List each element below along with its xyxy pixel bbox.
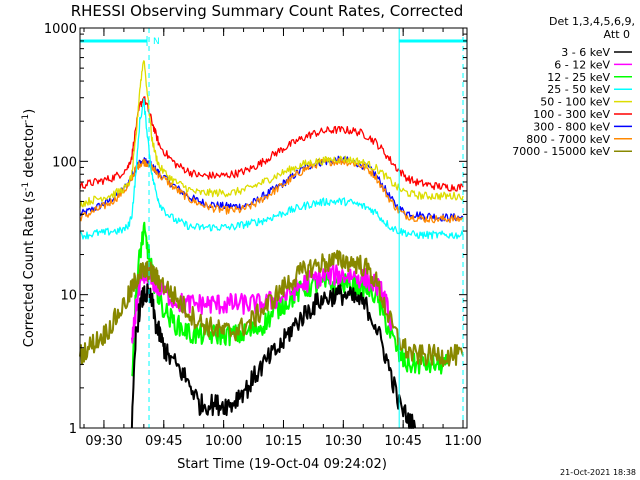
x-tick-label-3: 10:15 (265, 434, 302, 449)
legend-label-0: 3 - 6 keV (561, 46, 610, 59)
legend-label-3: 25 - 50 keV (547, 83, 610, 96)
series-layer (79, 60, 464, 429)
x-tick-label-2: 10:00 (205, 434, 242, 449)
legend-label-5: 100 - 300 keV (533, 108, 610, 121)
y-axis-label-end: ) (22, 109, 37, 114)
overlay-layer: N (79, 28, 467, 428)
plot-frame (79, 27, 468, 429)
legend-label-8: 7000 - 15000 keV (512, 145, 610, 158)
x-tick-label-5: 10:45 (384, 434, 421, 449)
y-axis-label-main: Corrected Count Rate (s (22, 191, 37, 348)
y-tick-label-0: 1 (69, 422, 77, 437)
legend-header-1: Det 1,3,4,5,6,9, (549, 15, 635, 28)
y-tick-label-3: 1000 (44, 22, 77, 37)
legend-label-4: 50 - 100 keV (540, 96, 610, 109)
y-axis-label: Corrected Count Rate (s-1 detector-1) (21, 109, 37, 347)
legend-label-7: 800 - 7000 keV (526, 133, 610, 146)
x-axis-label: Start Time (19-Oct-04 09:24:02) (177, 457, 387, 472)
series-line-3 (79, 97, 464, 240)
chart-title: RHESSI Observing Summary Count Rates, Co… (71, 2, 464, 20)
series-line-2 (131, 221, 449, 377)
legend-header-2: Att 0 (604, 28, 630, 41)
footer-timestamp: 21-Oct-2021 18:38 (560, 468, 636, 477)
y-axis-label-mid: detector (22, 122, 37, 182)
x-tick-label-6: 11:00 (444, 434, 481, 449)
legend-label-1: 6 - 12 keV (554, 58, 610, 71)
legend-label-6: 300 - 800 keV (533, 120, 610, 133)
series-line-4 (79, 60, 464, 208)
y-tick-label-1: 10 (60, 289, 77, 304)
x-tick-label-1: 09:45 (145, 434, 182, 449)
x-tick-label-0: 09:30 (85, 434, 122, 449)
flag-label-0: N (153, 37, 160, 47)
ticks-layer: 09:30 09:45 10:00 10:15 10:30 10:45 11:00 1 10 10… (44, 22, 482, 449)
y-axis-label-sup1: -1 (21, 182, 31, 191)
series-line-8 (79, 249, 464, 368)
y-axis-label-sup2: -1 (21, 114, 31, 123)
series-line-7 (79, 157, 464, 224)
y-tick-label-2: 100 (52, 155, 77, 170)
x-tick-label-4: 10:30 (325, 434, 362, 449)
legend-label-2: 12 - 25 keV (547, 71, 610, 84)
series-line-0 (130, 283, 417, 429)
